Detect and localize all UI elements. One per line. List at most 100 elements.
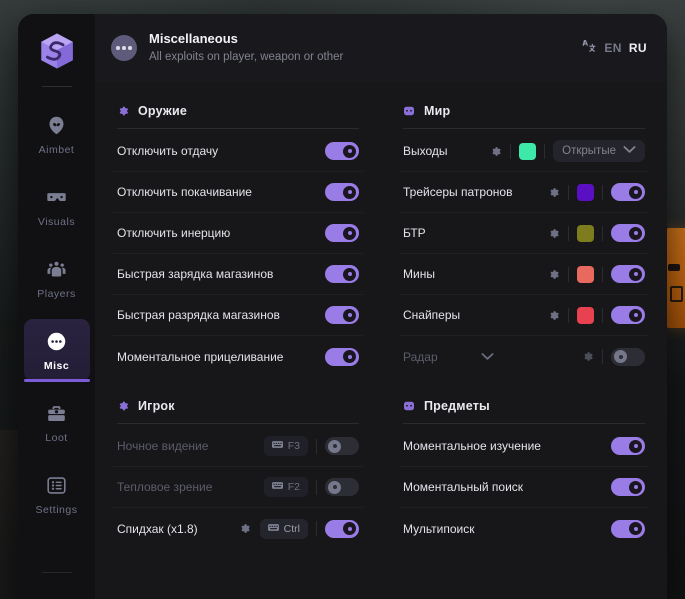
gear-icon[interactable] (488, 144, 502, 158)
setting-row: Радар (399, 336, 649, 377)
translate-icon (581, 38, 597, 59)
content-area: Miscellaneous All exploits on player, we… (95, 14, 667, 599)
sidebar-item-misc[interactable]: Misc (23, 319, 90, 382)
dots-circle-icon (111, 35, 137, 61)
dropdown-select[interactable]: Открытые (553, 140, 645, 162)
toggle-switch[interactable] (325, 347, 359, 366)
sidebar-item-players[interactable]: Players (24, 247, 90, 309)
group-title: Оружие (138, 104, 187, 118)
group-divider (403, 423, 645, 424)
keybind-label: F3 (287, 440, 300, 452)
color-swatch[interactable] (577, 224, 594, 242)
toggle-switch[interactable] (611, 306, 645, 324)
sidebar-item-settings[interactable]: Settings (24, 463, 90, 525)
lang-option-ru[interactable]: RU (628, 41, 647, 55)
gear-icon[interactable] (580, 350, 594, 364)
toggle-switch[interactable] (325, 306, 359, 324)
setting-label: Отключить отдачу (117, 144, 219, 158)
vr-goggles-icon (46, 186, 68, 208)
toggle-switch[interactable] (325, 519, 359, 538)
toggle-switch[interactable] (611, 347, 645, 366)
toggle-knob (328, 439, 341, 453)
setting-row: Отключить покачивание (113, 172, 363, 213)
gear-icon[interactable] (546, 185, 560, 199)
setting-label: Быстрая зарядка магазинов (117, 267, 274, 281)
toggle-knob (629, 439, 642, 453)
chevron-down-icon[interactable] (481, 350, 495, 364)
globe-section-icon (403, 400, 415, 412)
list-icon (46, 474, 68, 496)
gear-icon[interactable] (546, 308, 560, 322)
dropdown-value: Открытые (562, 145, 616, 157)
setting-label: Быстрая разрядка магазинов (117, 308, 280, 322)
cheat-menu-window: Aimbet Visuals Players Misc Loot (18, 14, 667, 599)
group-title: Мир (424, 104, 451, 118)
group-header: Игрок (113, 393, 363, 423)
setting-label: Мины (403, 267, 435, 281)
sidebar-item-loot[interactable]: Loot (24, 391, 90, 453)
gear-icon[interactable] (546, 226, 560, 240)
gear-section-icon (117, 400, 129, 412)
gear-icon[interactable] (238, 522, 252, 536)
setting-label: Радар (403, 349, 438, 364)
setting-row: Отключить инерцию (113, 213, 363, 254)
toggle-knob (629, 522, 642, 535)
keyboard-icon (271, 481, 283, 493)
setting-label: Ночное видение (117, 439, 209, 453)
header-text: Miscellaneous All exploits on player, we… (149, 30, 581, 66)
toggle-switch[interactable] (325, 224, 359, 242)
setting-row: Тепловое зрение F2 (113, 467, 363, 508)
setting-label: Мультипоиск (403, 521, 475, 536)
row-separator (602, 349, 603, 364)
setting-row: Моментальный поиск (399, 467, 649, 508)
group-title: Игрок (138, 399, 175, 413)
setting-label: Тепловое зрение (117, 480, 213, 494)
setting-row: Моментальное изучение (399, 426, 649, 467)
sidebar-item-label: Aimbet (38, 144, 75, 156)
toggle-knob (629, 308, 642, 322)
chevron-down-icon (623, 145, 636, 157)
setting-label: БТР (403, 226, 426, 240)
toggle-switch[interactable] (611, 519, 645, 538)
lang-option-en[interactable]: EN (604, 41, 622, 55)
toggle-knob (343, 350, 356, 363)
keybind-badge[interactable]: Ctrl (259, 518, 308, 539)
toggle-switch[interactable] (325, 265, 359, 283)
toggle-switch[interactable] (611, 478, 645, 496)
toggle-switch[interactable] (611, 437, 645, 455)
setting-label: Спидхак (x1.8) (117, 521, 198, 536)
toggle-switch[interactable] (325, 478, 359, 496)
setting-label: Моментальное изучение (403, 439, 541, 453)
row-separator (510, 143, 512, 159)
setting-row: Мины (399, 254, 649, 295)
keybind-badge[interactable]: F2 (263, 477, 308, 497)
group-divider (403, 128, 645, 129)
row-separator (568, 184, 569, 200)
sidebar-item-label: Loot (45, 432, 68, 444)
color-swatch[interactable] (577, 265, 594, 283)
color-swatch[interactable] (519, 142, 537, 160)
toggle-switch[interactable] (325, 183, 359, 201)
color-swatch[interactable] (577, 183, 594, 201)
toggle-switch[interactable] (611, 183, 645, 201)
cube-logo-icon (34, 28, 80, 74)
setting-label: Моментальный поиск (403, 480, 524, 494)
sidebar-item-visuals[interactable]: Visuals (24, 175, 90, 237)
sidebar-item-label: Visuals (37, 216, 76, 228)
keybind-badge[interactable]: F3 (263, 436, 308, 456)
alien-head-icon (46, 114, 68, 136)
sidebar-item-label: Misc (43, 360, 70, 372)
toggle-switch[interactable] (325, 142, 359, 160)
sidebar: Aimbet Visuals Players Misc Loot (18, 14, 95, 599)
sidebar-item-aimbet[interactable]: Aimbet (24, 103, 90, 165)
gear-icon[interactable] (546, 267, 560, 281)
color-swatch[interactable] (577, 306, 594, 324)
toggle-knob (343, 226, 356, 240)
toggle-switch[interactable] (611, 224, 645, 242)
settings-columns: Оружие Отключить отдачу Отключить покачива… (95, 82, 667, 599)
setting-row: Трейсеры патронов (399, 172, 649, 213)
setting-label: Отключить покачивание (117, 185, 252, 199)
toggle-switch[interactable] (325, 437, 359, 455)
toggle-switch[interactable] (611, 265, 645, 283)
toggle-knob (629, 226, 642, 240)
